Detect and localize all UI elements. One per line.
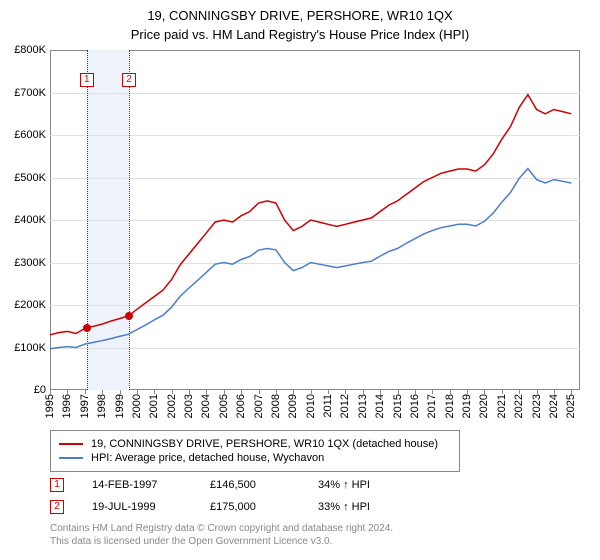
x-axis-tick-label: 2025: [565, 394, 577, 418]
sales-table: 1 14-FEB-1997 £146,500 34% ↑ HPI 2 19-JU…: [50, 474, 370, 518]
x-axis-tick-label: 2005: [218, 394, 230, 418]
x-axis-tick-label: 1997: [79, 394, 91, 418]
x-axis-tick-label: 2017: [426, 394, 438, 418]
legend-label: 19, CONNINGSBY DRIVE, PERSHORE, WR10 1QX…: [91, 438, 438, 450]
y-axis-tick-label: £400K: [14, 214, 46, 226]
x-axis-tick-label: 1998: [96, 394, 108, 418]
x-axis-tick-label: 1999: [114, 394, 126, 418]
x-axis-tick-label: 2015: [392, 394, 404, 418]
x-axis-tick-label: 2022: [513, 394, 525, 418]
x-axis-tick-label: 2012: [339, 394, 351, 418]
y-axis-tick-label: £500K: [14, 172, 46, 184]
table-row: 2 19-JUL-1999 £175,000 33% ↑ HPI: [50, 496, 370, 518]
y-axis-tick-label: £800K: [14, 44, 46, 56]
y-axis-tick-label: £700K: [14, 87, 46, 99]
chart-title-address: 19, CONNINGSBY DRIVE, PERSHORE, WR10 1QX: [0, 0, 600, 23]
chart-lines: [50, 50, 580, 390]
x-axis-tick-label: 2019: [461, 394, 473, 418]
legend-swatch: [59, 457, 83, 459]
x-axis-tick-label: 2016: [409, 394, 421, 418]
y-axis-tick-label: £100K: [14, 342, 46, 354]
x-axis-tick-label: 1995: [44, 394, 56, 418]
footer-attribution: Contains HM Land Registry data © Crown c…: [50, 522, 393, 548]
x-axis-tick-label: 2000: [131, 394, 143, 418]
footer-line: This data is licensed under the Open Gov…: [50, 535, 393, 548]
x-axis-tick-label: 2004: [200, 394, 212, 418]
x-axis-tick-label: 2024: [548, 394, 560, 418]
y-axis-tick-label: £200K: [14, 299, 46, 311]
sale-hpi-delta: 33% ↑ HPI: [318, 501, 370, 513]
footer-line: Contains HM Land Registry data © Crown c…: [50, 522, 393, 535]
x-axis-tick-label: 2018: [444, 394, 456, 418]
sale-price: £146,500: [210, 479, 290, 491]
x-axis-tick-label: 2006: [235, 394, 247, 418]
x-axis-tick-label: 2003: [183, 394, 195, 418]
legend-label: HPI: Average price, detached house, Wych…: [91, 452, 324, 464]
x-axis-tick-label: 2001: [148, 394, 160, 418]
x-axis-tick-label: 2011: [322, 394, 334, 418]
sale-date: 14-FEB-1997: [92, 479, 182, 491]
sale-date: 19-JUL-1999: [92, 501, 182, 513]
x-axis-tick-label: 2008: [270, 394, 282, 418]
x-axis-tick-label: 2002: [166, 394, 178, 418]
x-axis-tick-label: 2021: [496, 394, 508, 418]
price-chart: £0£100K£200K£300K£400K£500K£600K£700K£80…: [50, 50, 580, 390]
x-axis-tick-label: 2013: [357, 394, 369, 418]
x-axis-tick-label: 2007: [253, 394, 265, 418]
series-line: [50, 169, 571, 349]
sale-price: £175,000: [210, 501, 290, 513]
table-row: 1 14-FEB-1997 £146,500 34% ↑ HPI: [50, 474, 370, 496]
y-axis-tick-label: £600K: [14, 129, 46, 141]
sale-hpi-delta: 34% ↑ HPI: [318, 479, 370, 491]
x-axis-tick-label: 2023: [531, 394, 543, 418]
series-line: [50, 95, 571, 335]
x-axis-tick-label: 1996: [61, 394, 73, 418]
legend-item: 19, CONNINGSBY DRIVE, PERSHORE, WR10 1QX…: [59, 437, 451, 451]
x-axis-tick-label: 2020: [478, 394, 490, 418]
chart-title-subtitle: Price paid vs. HM Land Registry's House …: [0, 23, 600, 42]
x-axis-tick-label: 2014: [374, 394, 386, 418]
chart-legend: 19, CONNINGSBY DRIVE, PERSHORE, WR10 1QX…: [50, 430, 460, 472]
x-axis-tick-label: 2010: [305, 394, 317, 418]
event-marker-icon: 2: [50, 500, 64, 514]
event-marker-icon: 1: [50, 478, 64, 492]
x-axis-tick-label: 2009: [287, 394, 299, 418]
y-axis-tick-label: £300K: [14, 257, 46, 269]
legend-swatch: [59, 443, 83, 445]
legend-item: HPI: Average price, detached house, Wych…: [59, 451, 451, 465]
